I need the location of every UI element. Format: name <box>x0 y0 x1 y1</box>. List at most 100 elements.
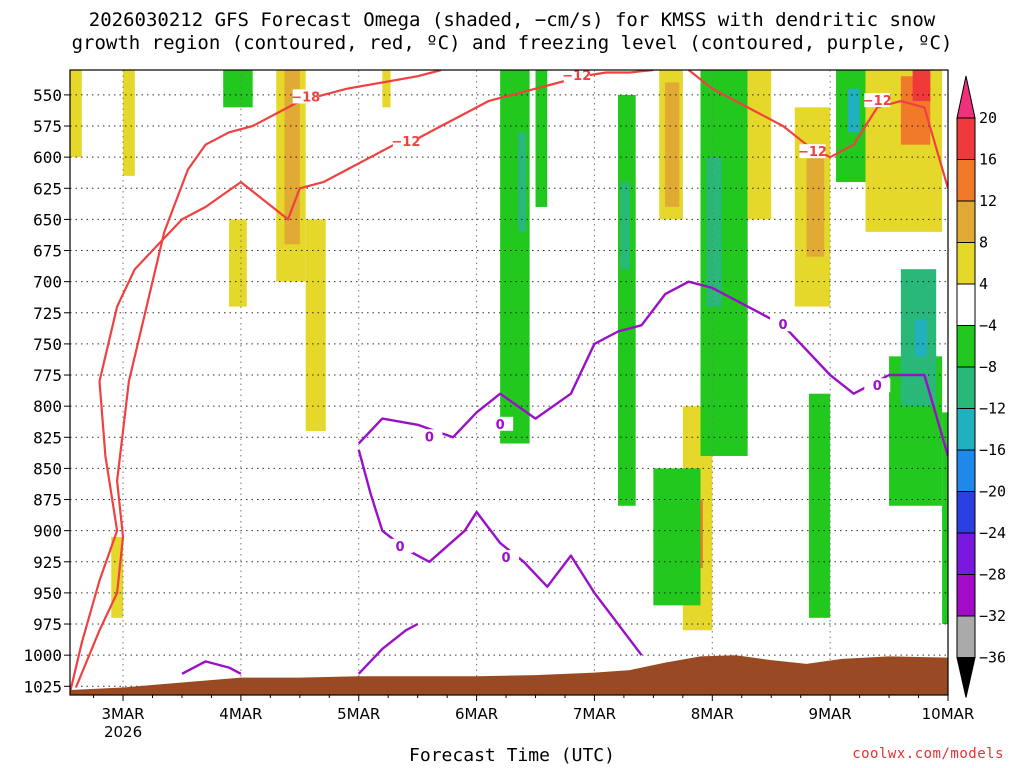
y-tick-label: 900 <box>33 522 62 541</box>
colorbar-swatch <box>956 615 976 658</box>
x-tick-label: 4MAR <box>219 705 262 723</box>
contour-label: 0 <box>496 418 505 433</box>
contour-label: 0 <box>873 379 882 394</box>
colorbar-label: −16 <box>979 441 1006 459</box>
omega-region <box>123 70 135 176</box>
contour-label: 0 <box>425 430 434 445</box>
contour-label: 0 <box>502 551 511 566</box>
colorbar-label: 4 <box>979 275 988 293</box>
omega-region <box>915 319 927 357</box>
contour-label: −12 <box>391 135 420 150</box>
contour-label-bg <box>493 550 520 565</box>
y-tick-label: 775 <box>33 366 62 385</box>
contour-label: 0 <box>778 318 787 333</box>
freezing-level-contour-line <box>357 280 948 457</box>
omega-region <box>382 70 391 108</box>
contour-label: −12 <box>863 94 892 109</box>
colorbar-label: −36 <box>979 649 1006 667</box>
colorbar-label: 16 <box>979 151 997 169</box>
omega-region <box>847 88 860 133</box>
y-tick-label: 650 <box>33 210 62 229</box>
y-axis: 550 575 600 625 650 675 700 725 750 775 800 825 850 8… <box>23 86 70 696</box>
x-tick-label: 10MAR <box>922 705 975 723</box>
omega-region <box>653 468 701 606</box>
colorbar: 20 16 12 8 4 −4 −8 −12 −16 −20 −24 −28 −32 −36 <box>956 75 1006 698</box>
omega-region <box>618 94 636 506</box>
colorbar-swatch <box>956 491 976 534</box>
y-tick-label: 675 <box>33 242 62 261</box>
freezing-level-contour-line <box>357 622 419 675</box>
omega-region <box>706 157 722 307</box>
x-tick-label: 3MAR <box>101 705 144 723</box>
colorbar-label: −20 <box>979 483 1006 501</box>
x-tick-label: 6MAR <box>455 705 498 723</box>
colorbar-swatch <box>956 200 976 243</box>
y-tick-label: 925 <box>33 553 62 572</box>
chart-title-line-1: 2026030212 GFS Forecast Omega (shaded, −… <box>88 9 936 31</box>
omega-region <box>942 412 948 625</box>
colorbar-label: 8 <box>979 234 988 252</box>
y-tick-label: 700 <box>33 273 62 292</box>
omega-region <box>223 70 253 108</box>
omega-region <box>808 393 831 618</box>
x-tick-label: 7MAR <box>573 705 616 723</box>
colorbar-swatch <box>956 574 976 617</box>
contour-label-bg <box>563 68 590 83</box>
y-tick-label: 875 <box>33 491 62 510</box>
omega-region <box>912 70 931 102</box>
colorbar-label: 20 <box>979 109 997 127</box>
dgz-contour-line <box>74 70 442 688</box>
chart-title-line-2: growth region (contoured, red, ºC) and f… <box>71 32 953 54</box>
y-tick-label: 575 <box>33 117 62 136</box>
contour-label-bg <box>799 144 826 159</box>
colorbar-label: 12 <box>979 192 997 210</box>
contour-label-bg <box>864 378 891 393</box>
contour-label: −12 <box>562 69 591 84</box>
y-tick-label: 1000 <box>23 646 62 665</box>
colorbar-label: −28 <box>979 566 1006 584</box>
colorbar-swatch <box>956 325 976 368</box>
y-tick-label: 825 <box>33 428 62 447</box>
contour-label-bg <box>770 317 797 332</box>
freezing-level-contour-line <box>181 660 242 675</box>
dgz-contour-line <box>688 70 948 189</box>
colorbar-label: −8 <box>979 358 997 376</box>
x-tick-label: 8MAR <box>691 705 734 723</box>
omega-region <box>229 219 247 307</box>
colorbar-label: −32 <box>979 607 1006 625</box>
colorbar-swatch <box>956 242 976 285</box>
dgz-contour-line <box>70 70 654 693</box>
contour-label-bg <box>864 93 891 108</box>
colorbar-swatch <box>956 117 976 160</box>
colorbar-swatch <box>956 283 976 326</box>
omega-region <box>305 219 326 432</box>
contour-label-bg <box>392 134 419 149</box>
omega-region <box>517 132 527 232</box>
x-tick-label: 5MAR <box>337 705 380 723</box>
x-year-label: 2026 <box>104 723 142 741</box>
x-axis-title: Forecast Time (UTC) <box>409 745 615 766</box>
colorbar-bottom-triangle <box>956 657 976 698</box>
colorbar-top-triangle <box>956 75 976 119</box>
y-tick-label: 850 <box>33 459 62 478</box>
colorbar-swatch <box>956 449 976 492</box>
contour-label: −18 <box>291 90 320 105</box>
omega-region <box>70 70 82 158</box>
y-tick-label: 550 <box>33 86 62 105</box>
y-tick-label: 725 <box>33 304 62 323</box>
terrain-fill <box>70 655 948 695</box>
contour-label-bg <box>487 416 514 431</box>
contour-label-bg <box>386 538 413 553</box>
omega-region <box>665 82 680 207</box>
contour-label-bg <box>416 429 443 444</box>
colorbar-swatch <box>956 532 976 575</box>
y-tick-label: 800 <box>33 397 62 416</box>
omega-region <box>806 144 825 257</box>
credit-text: coolwx.com/models <box>852 746 1004 762</box>
colorbar-label: −4 <box>979 317 997 335</box>
y-tick-label: 975 <box>33 615 62 634</box>
freezing-level-contour-line <box>357 449 643 656</box>
contours <box>70 70 948 693</box>
terrain <box>70 655 948 695</box>
